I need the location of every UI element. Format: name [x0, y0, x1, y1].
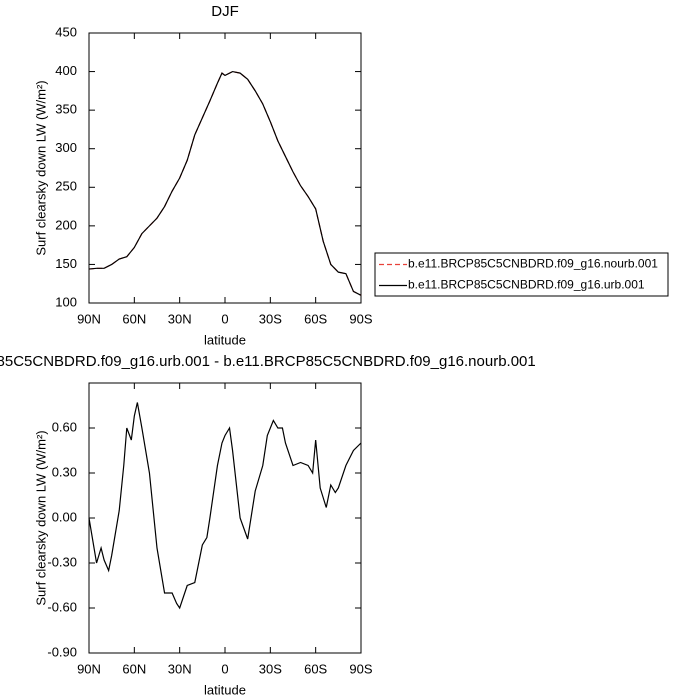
legend-box: [374, 252, 669, 297]
chart-title: DJF: [211, 3, 239, 20]
x-tick-label: 90S: [349, 661, 372, 676]
x-tick-label: 30N: [168, 311, 192, 326]
y-tick-label: -0.30: [47, 554, 77, 569]
series-line: [88, 402, 362, 610]
y-tick-label: 400: [55, 63, 77, 78]
y-tick-label: 0.60: [52, 419, 77, 434]
x-tick-label: 30S: [259, 661, 282, 676]
x-tick-label: 90S: [349, 311, 372, 326]
x-tick-label: 30N: [168, 661, 192, 676]
y-axis-label: Surf clearsky down LW (W/m²): [33, 80, 48, 255]
x-axis-label: latitude: [204, 332, 246, 347]
y-axis-label: Surf clearsky down LW (W/m²): [33, 430, 48, 605]
x-tick-label: 60N: [122, 661, 146, 676]
y-tick-label: 0.00: [52, 509, 77, 524]
y-tick-label: 450: [55, 24, 77, 39]
x-tick-label: 30S: [259, 311, 282, 326]
y-tick-label: 300: [55, 140, 77, 155]
x-tick-label: 90N: [77, 311, 101, 326]
series-line: [88, 70, 362, 296]
x-tick-label: 60S: [304, 311, 327, 326]
x-tick-label: 60S: [304, 661, 327, 676]
x-tick-label: 60N: [122, 311, 146, 326]
x-tick-label: 0: [221, 311, 228, 326]
plot-frame: [88, 32, 362, 304]
chart-title: b.e11.BRCP85C5CNBDRD.f09_g16.urb.001 - b…: [0, 353, 536, 370]
y-tick-label: 150: [55, 256, 77, 271]
y-tick-label: -0.90: [47, 644, 77, 659]
series-line: [88, 70, 362, 296]
y-tick-label: 100: [55, 294, 77, 309]
legend-label: b.e11.BRCP85C5CNBDRD.f09_g16.urb.001: [408, 278, 645, 292]
legend-label: b.e11.BRCP85C5CNBDRD.f09_g16.nourb.001: [408, 257, 658, 271]
x-tick-label: 0: [221, 661, 228, 676]
y-tick-label: 200: [55, 217, 77, 232]
y-tick-label: 350: [55, 102, 77, 117]
x-axis-label: latitude: [204, 682, 246, 697]
y-tick-label: 250: [55, 179, 77, 194]
x-tick-label: 90N: [77, 661, 101, 676]
y-tick-label: -0.60: [47, 599, 77, 614]
plot-frame: [88, 382, 362, 654]
y-tick-label: 0.30: [52, 464, 77, 479]
